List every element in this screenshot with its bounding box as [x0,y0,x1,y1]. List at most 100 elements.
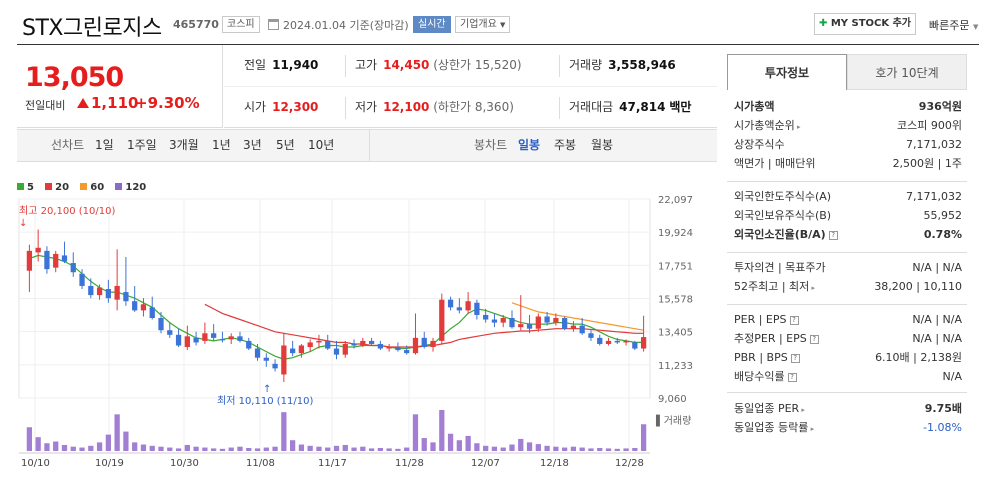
info-row-label: 상장주식수 [734,138,785,151]
volume-bar [263,447,269,451]
volume-bar [272,446,278,451]
y-tick-label: 22,097 [658,195,693,206]
tab-investment-info[interactable]: 투자정보 [727,54,847,90]
tab-5year[interactable]: 5년 [276,138,295,152]
candle-body [412,337,419,354]
info-row[interactable]: 외국인소진율(B/A)? 0.78% [734,226,962,244]
tab-1year[interactable]: 1년 [212,138,231,152]
volume-bar [535,444,541,451]
volume-bar [193,446,199,451]
tab-3year[interactable]: 3년 [243,138,262,152]
x-tick-label: 12/07 [471,458,500,469]
info-row[interactable]: 시가총액순위 ▸ 코스피 900위 [734,117,962,135]
tab-1week[interactable]: 1주일 [127,138,157,152]
divider [345,97,346,119]
help-icon[interactable]: ? [790,353,800,363]
info-row-value: 9.75배 [924,402,962,415]
volume-bar [412,414,419,451]
live-button[interactable]: 실시간 [413,16,451,33]
company-overview-dropdown[interactable]: 기업개요 ▼ [455,16,511,33]
volume-bar [360,446,366,451]
low-value: 12,100 [383,100,430,114]
info-row-label: PER | EPS [734,313,787,326]
diff-label: 전일대비 [25,99,66,112]
tab-weekly[interactable]: 주봉 [554,138,577,152]
side-tabs: 투자정보 호가 10단계 [727,54,967,90]
price-box: 13,050 전일대비 1,110 +9.30% [17,45,223,128]
candle-body [26,250,33,271]
x-tick-label: 12/28 [615,458,644,469]
tab-daily[interactable]: 일봉 [518,138,541,152]
stats-row-divider [224,86,717,87]
info-row[interactable]: 배당수익률? N/A [734,368,962,386]
volume-bar [307,445,313,451]
info-row[interactable]: PBR | BPS? 6.10배 | 2,138원 [734,349,962,367]
volume-bar [351,447,357,451]
candle-chart-heading: 봉차트 [474,138,508,152]
help-icon[interactable]: ? [787,372,797,382]
candle-body [254,348,261,358]
volume-label: ▌거래량 [655,414,691,427]
volume-bar [377,447,384,451]
legend-label: 120 [125,182,147,193]
info-row[interactable]: PER | EPS? N/A | N/A [734,311,962,329]
candle-body [395,347,401,351]
candle-body [368,340,375,344]
volume-bar [114,414,120,451]
tab-3month[interactable]: 3개월 [169,138,199,152]
legend-label: 60 [90,182,105,193]
price-chart[interactable]: 5 20 60 120 22,097 19,924 17,751 15,578 13,4… [17,170,717,483]
help-icon[interactable]: ? [828,230,838,240]
help-icon[interactable]: ? [809,334,819,344]
info-row-label: 동일업종 등락률 [734,421,809,434]
volume-bar [281,412,287,451]
caret-right-icon: ▸ [809,284,816,292]
info-row: 시가총액 936억원 [734,98,962,116]
volume-bar [404,447,410,451]
tab-10year[interactable]: 10년 [308,138,335,152]
volume-bar [342,444,348,451]
market-tag: 코스피 [222,16,260,33]
candle-body [70,263,76,273]
info-row-value: N/A | N/A [912,313,962,326]
volume-bar [237,446,243,451]
volume-bar [123,431,129,451]
legend-ma20: 20 [45,182,69,193]
info-row-label: 추정PER | EPS [734,332,807,345]
volume-bar [570,446,577,451]
x-tick-label: 11/28 [395,458,424,469]
volume-bar [500,447,506,451]
stock-name[interactable]: STX그린로지스 [22,16,162,41]
info-row[interactable]: 동일업종 등락률 ▸ -1.08% [734,419,962,437]
info-row-label: 시가총액 [734,100,775,113]
x-tick-label: 12/18 [540,458,569,469]
x-tick-label: 11/17 [318,458,347,469]
tab-monthly[interactable]: 월봉 [591,138,614,152]
help-icon[interactable]: ? [789,315,799,325]
tab-1day[interactable]: 1일 [95,138,114,152]
info-row[interactable]: 52주최고 | 최저 ▸ 38,200 | 10,110 [734,278,962,296]
line-chart-heading: 선차트 [51,138,85,152]
amount-value: 47,814 [619,100,666,114]
x-tick-label: 11/08 [246,458,275,469]
volume-bar [289,440,296,451]
volume-bar [597,447,603,451]
my-stock-add-button[interactable]: ✚ MY STOCK 추가 [814,13,916,35]
volume-bar [333,445,340,451]
volume-value: 3,558,946 [608,58,676,72]
high-annotation: 최고 20,100 (10/10) [19,205,115,217]
info-row[interactable]: 추정PER | EPS? N/A | N/A [734,330,962,348]
candle-body [281,345,287,375]
info-row-label: 52주최고 | 최저 [734,280,810,293]
open-label: 시가 [244,100,267,114]
high-value: 14,450 [383,58,430,72]
info-row[interactable]: 동일업종 PER ▸ 9.75배 [734,400,962,418]
quick-order-button[interactable]: 빠른주문 ▼ [929,17,978,33]
candle-body [114,285,120,300]
candle-body [61,255,68,262]
info-row: 투자의견 | 목표주가 N/A | N/A [734,259,962,277]
info-row-label: 외국인한도주식수(A) [734,190,832,203]
caret-right-icon: ▸ [799,406,805,414]
tab-order-book[interactable]: 호가 10단계 [847,54,967,90]
candlestick-svg[interactable]: 22,097 19,924 17,751 15,578 13,405 11,233 9,06… [17,170,717,483]
